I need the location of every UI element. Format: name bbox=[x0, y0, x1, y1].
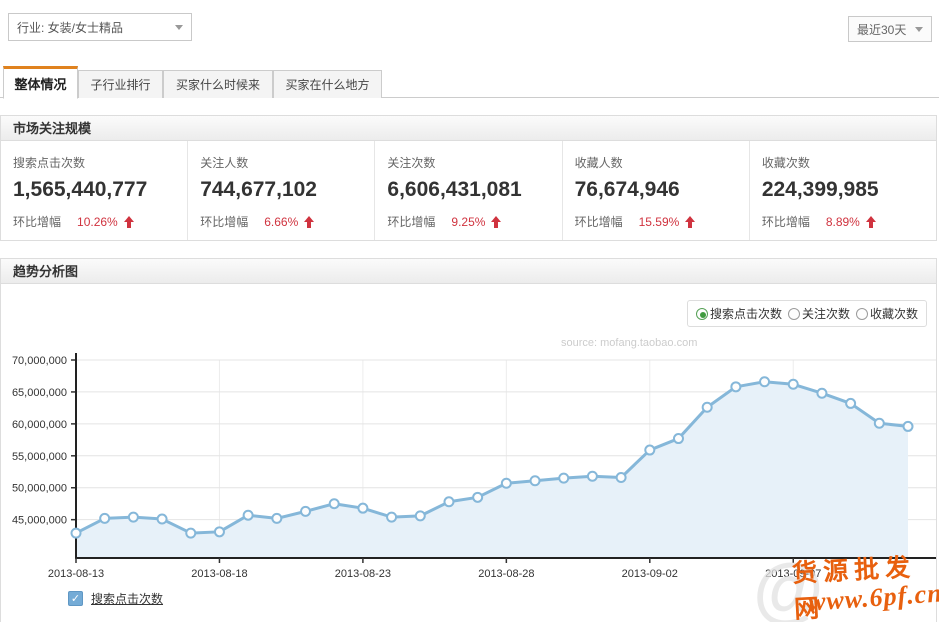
trend-analysis-section: 趋势分析图 搜索点击次数 关注次数 收藏次数 source: mofang.ta… bbox=[0, 258, 937, 622]
trend-chart: 45,000,000 50,000,000 55,000,000 60,000,000… bbox=[1, 346, 939, 581]
growth-label: 环比增幅 bbox=[387, 215, 436, 229]
svg-text:70,000,000: 70,000,000 bbox=[12, 355, 67, 367]
growth-label: 环比增幅 bbox=[13, 215, 62, 229]
growth-percent: 15.59% bbox=[638, 214, 680, 229]
tab-where-buyers-are[interactable]: 买家在什么地方 bbox=[273, 70, 382, 98]
checkbox-checked-icon: ✓ bbox=[68, 591, 83, 606]
up-arrow-icon bbox=[491, 215, 502, 228]
metric-label: 关注次数 bbox=[387, 156, 436, 170]
date-range-label: 最近30天 bbox=[857, 22, 907, 37]
svg-text:2013-09-07: 2013-09-07 bbox=[765, 568, 821, 580]
metric-label: 收藏人数 bbox=[574, 156, 623, 170]
metric-favorite-users: 收藏人数 76,674,946 环比增幅 15.59% bbox=[561, 141, 749, 240]
radio-unselected-icon bbox=[855, 307, 868, 320]
metric-value: 1,565,440,777 bbox=[13, 178, 148, 201]
svg-text:65,000,000: 65,000,000 bbox=[12, 387, 67, 399]
growth-percent: 10.26% bbox=[77, 214, 118, 229]
metric-value: 744,677,102 bbox=[200, 178, 317, 201]
svg-text:55,000,000: 55,000,000 bbox=[12, 451, 67, 463]
chevron-down-icon bbox=[175, 24, 183, 30]
svg-text:45,000,000: 45,000,000 bbox=[12, 515, 67, 527]
radio-label: 搜索点击次数 bbox=[709, 307, 782, 321]
radio-follow-count[interactable]: 关注次数 bbox=[787, 305, 850, 322]
industry-dropdown-label: 行业: 女装/女士精品 bbox=[17, 20, 124, 35]
date-range-dropdown[interactable]: 最近30天 bbox=[848, 16, 932, 42]
metric-cards: 搜索点击次数 1,565,440,777 环比增幅 10.26% 关注人数 74… bbox=[1, 141, 936, 240]
metric-value: 76,674,946 bbox=[574, 178, 680, 201]
tab-label: 买家什么时候来 bbox=[175, 78, 260, 92]
industry-dropdown[interactable]: 行业: 女装/女士精品 bbox=[8, 13, 192, 41]
metric-follow-count: 关注次数 6,606,431,081 环比增幅 9.25% bbox=[374, 141, 561, 240]
tab-subindustry-ranking[interactable]: 子行业排行 bbox=[78, 70, 163, 98]
up-arrow-icon bbox=[304, 215, 315, 228]
growth-percent: 9.25% bbox=[451, 214, 486, 229]
growth-label: 环比增幅 bbox=[761, 215, 810, 229]
market-scale-section: 市场关注规模 搜索点击次数 1,565,440,777 环比增幅 10.26% … bbox=[0, 115, 937, 241]
main-tabs: 整体情况 子行业排行 买家什么时候来 买家在什么地方 bbox=[0, 65, 939, 99]
up-arrow-icon bbox=[123, 215, 134, 228]
tab-label: 整体情况 bbox=[14, 77, 67, 92]
svg-text:2013-08-23: 2013-08-23 bbox=[335, 568, 391, 580]
metric-label: 搜索点击次数 bbox=[13, 156, 86, 170]
chart-metric-selector: 搜索点击次数 关注次数 收藏次数 bbox=[686, 300, 927, 327]
up-arrow-icon bbox=[865, 215, 876, 228]
growth-label: 环比增幅 bbox=[200, 215, 249, 229]
growth-label: 环比增幅 bbox=[574, 215, 623, 229]
svg-text:60,000,000: 60,000,000 bbox=[12, 419, 67, 431]
radio-search-clicks[interactable]: 搜索点击次数 bbox=[695, 305, 782, 322]
radio-favorite-count[interactable]: 收藏次数 bbox=[855, 305, 918, 322]
metric-label: 收藏次数 bbox=[761, 156, 810, 170]
tabs-baseline bbox=[0, 97, 939, 98]
radio-label: 关注次数 bbox=[801, 307, 850, 321]
section-title: 市场关注规模 bbox=[1, 116, 936, 141]
metric-value: 224,399,985 bbox=[761, 178, 879, 201]
metric-favorite-count: 收藏次数 224,399,985 环比增幅 8.89% bbox=[748, 141, 936, 240]
svg-text:2013-09-02: 2013-09-02 bbox=[622, 568, 678, 580]
metric-value: 6,606,431,081 bbox=[387, 178, 522, 201]
growth-percent: 6.66% bbox=[264, 214, 299, 229]
metric-search-clicks: 搜索点击次数 1,565,440,777 环比增幅 10.26% bbox=[1, 141, 187, 240]
svg-text:50,000,000: 50,000,000 bbox=[12, 483, 67, 495]
metric-followers: 关注人数 744,677,102 环比增幅 6.66% bbox=[187, 141, 374, 240]
legend-label: 搜索点击次数 bbox=[91, 592, 164, 606]
section-title: 趋势分析图 bbox=[1, 259, 936, 284]
growth-percent: 8.89% bbox=[825, 214, 860, 229]
radio-selected-icon bbox=[695, 307, 708, 320]
tab-when-buyers-come[interactable]: 买家什么时候来 bbox=[163, 70, 273, 98]
metric-label: 关注人数 bbox=[200, 156, 249, 170]
watermark-at-icon: @ bbox=[752, 551, 823, 622]
svg-text:2013-08-13: 2013-08-13 bbox=[48, 568, 104, 580]
radio-unselected-icon bbox=[787, 307, 800, 320]
series-legend-toggle[interactable]: ✓ 搜索点击次数 bbox=[68, 590, 163, 607]
svg-text:2013-08-18: 2013-08-18 bbox=[191, 568, 247, 580]
tab-overall[interactable]: 整体情况 bbox=[3, 66, 78, 99]
tab-label: 买家在什么地方 bbox=[285, 78, 370, 92]
svg-text:2013-08-28: 2013-08-28 bbox=[478, 568, 534, 580]
chevron-down-icon bbox=[915, 26, 923, 32]
radio-label: 收藏次数 bbox=[869, 307, 918, 321]
up-arrow-icon bbox=[685, 215, 696, 228]
trend-line-chart: 45,000,000 50,000,000 55,000,000 60,000,000… bbox=[12, 353, 936, 580]
tab-label: 子行业排行 bbox=[90, 78, 151, 92]
source-note: source: mofang.taobao.com bbox=[561, 337, 698, 349]
